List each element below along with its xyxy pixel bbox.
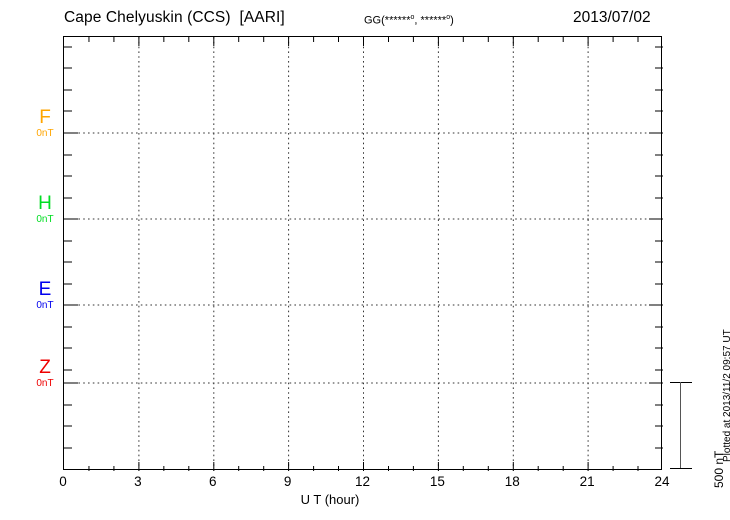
chart-header: Cape Chelyuskin (CCS) [AARI] GG(******o,… (0, 0, 730, 36)
degree-icon-lon: o (446, 14, 451, 21)
scale-bar-stem (680, 382, 682, 469)
geographic-coordinates: GG(******o, ******o) (364, 14, 454, 27)
component-label-e: E 0nT (28, 280, 62, 312)
xtick-label-21: 21 (579, 474, 595, 489)
component-label-z: Z 0nT (28, 358, 62, 390)
xaxis-title: U T (hour) (0, 492, 730, 507)
magnetogram-plot-area (63, 36, 663, 471)
component-letter-f: F (39, 107, 51, 128)
xtick-label-18: 18 (504, 474, 520, 489)
xtick-label-6: 6 (209, 474, 217, 489)
gg-label: GG (364, 14, 382, 27)
component-baseline-z: 0nT (36, 378, 54, 389)
xtick-label-15: 15 (429, 474, 445, 489)
plot-gridlines (64, 37, 663, 471)
xtick-label-9: 9 (283, 474, 292, 489)
gg-open-paren: ( (381, 14, 385, 27)
plotted-at-timestamp: Plotted at 2013/11/2 09:57 UT (722, 329, 730, 462)
observation-date: 2013/07/02 (573, 9, 651, 26)
gg-longitude: ****** (420, 14, 447, 27)
degree-icon-lat: o (410, 14, 415, 21)
xtick-label-3: 3 (134, 474, 142, 489)
amplitude-scale-bar: 500 nT (662, 378, 726, 488)
xtick-label-0: 0 (59, 474, 67, 489)
component-letter-e: E (38, 279, 52, 300)
component-letter-z: Z (39, 357, 51, 378)
scale-bar-bottom-cap (670, 468, 692, 470)
xtick-label-12: 12 (354, 474, 371, 489)
component-baseline-h: 0nT (36, 214, 54, 225)
component-letter-h: H (38, 193, 52, 214)
component-label-f: F 0nT (28, 108, 62, 140)
component-baseline-e: 0nT (36, 300, 54, 311)
component-baseline-f: 0nT (36, 128, 54, 139)
gg-latitude: ****** (384, 14, 411, 27)
gg-close-paren: ) (450, 14, 454, 27)
page-title: Cape Chelyuskin (CCS) [AARI] (64, 9, 285, 26)
xtick-label-24: 24 (654, 474, 670, 489)
xaxis-title-text: U T (hour) (300, 492, 360, 507)
gg-separator: , (414, 14, 421, 27)
component-label-h: H 0nT (28, 194, 62, 226)
